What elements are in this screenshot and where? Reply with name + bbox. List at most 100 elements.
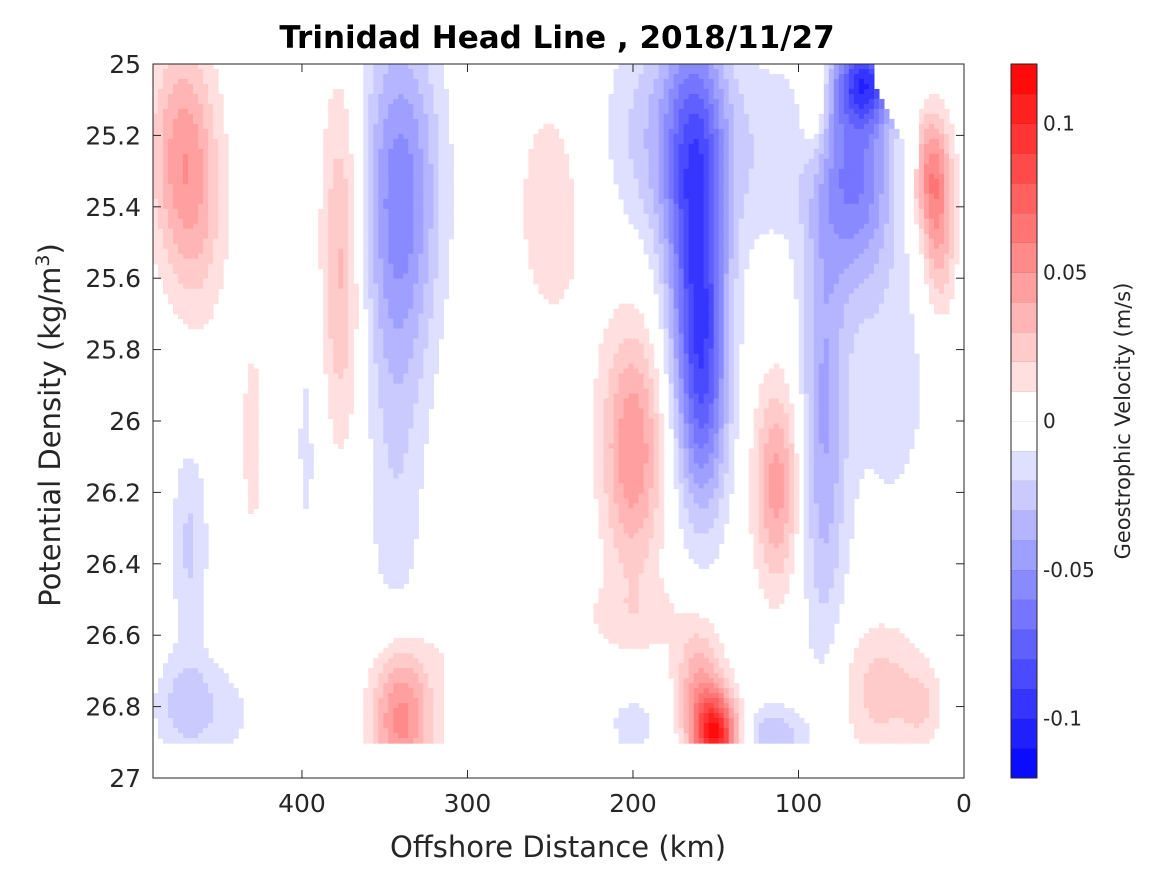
contour-cell xyxy=(553,133,560,140)
contour-cell xyxy=(873,303,880,310)
contour-cell xyxy=(718,98,725,105)
contour-cell xyxy=(938,193,945,200)
contour-cell xyxy=(743,143,750,150)
contour-cell xyxy=(218,203,224,210)
contour-cell xyxy=(678,158,685,165)
contour-cell xyxy=(543,238,550,245)
contour-cell xyxy=(628,218,635,225)
contour-cell xyxy=(618,143,625,150)
contour-cell xyxy=(523,218,530,225)
contour-cell xyxy=(413,168,419,175)
contour-cell xyxy=(658,98,665,105)
contour-cell xyxy=(728,308,735,315)
contour-cell xyxy=(718,303,725,310)
contour-cell xyxy=(203,133,209,140)
contour-cell xyxy=(943,143,950,150)
contour-cell xyxy=(763,218,770,225)
contour-cell xyxy=(843,148,850,155)
contour-cell xyxy=(608,318,615,325)
contour-cell xyxy=(643,98,650,105)
contour-cell xyxy=(823,83,830,90)
contour-cell xyxy=(943,303,950,310)
contour-cell xyxy=(678,68,685,75)
contour-cell xyxy=(408,188,414,195)
contour-cell xyxy=(163,208,169,215)
contour-cell xyxy=(733,263,740,270)
contour-cell xyxy=(188,243,194,250)
contour-cell xyxy=(668,188,675,195)
contour-cell xyxy=(368,78,374,85)
contour-cell xyxy=(198,283,204,290)
contour-cell xyxy=(888,138,895,145)
contour-cell xyxy=(223,173,229,180)
contour-cell xyxy=(748,218,755,225)
contour-cell xyxy=(428,158,434,165)
contour-cell xyxy=(398,108,404,115)
contour-cell xyxy=(163,123,169,130)
contour-cell xyxy=(368,298,374,305)
contour-cell xyxy=(368,173,374,180)
contour-cell xyxy=(443,108,449,115)
contour-cell xyxy=(863,93,870,100)
contour-cell xyxy=(833,128,840,135)
contour-cell xyxy=(953,158,960,165)
contour-cell xyxy=(828,113,835,120)
contour-cell xyxy=(733,178,740,185)
contour-cell xyxy=(873,308,880,315)
contour-cell xyxy=(833,178,840,185)
contour-cell xyxy=(843,208,850,215)
contour-cell xyxy=(713,64,720,70)
contour-cell xyxy=(193,138,199,145)
contour-cell xyxy=(428,78,434,85)
contour-cell xyxy=(663,298,670,305)
contour-cell xyxy=(438,213,444,220)
contour-cell xyxy=(823,273,830,280)
contour-cell xyxy=(703,143,710,150)
contour-cell xyxy=(393,163,399,170)
contour-cell xyxy=(618,113,625,120)
contour-cell xyxy=(798,293,805,300)
contour-cell xyxy=(853,248,860,255)
contour-cell xyxy=(728,278,735,285)
contour-cell xyxy=(713,128,720,135)
contour-cell xyxy=(713,208,720,215)
contour-cell xyxy=(778,133,785,140)
contour-cell xyxy=(323,223,329,230)
contour-cell xyxy=(923,118,930,125)
contour-cell xyxy=(443,233,449,240)
contour-cell xyxy=(413,218,419,225)
contour-cell xyxy=(663,188,670,195)
contour-cell xyxy=(538,178,545,185)
contour-cell xyxy=(438,203,444,210)
contour-cell xyxy=(913,183,920,190)
contour-cell xyxy=(813,238,820,245)
contour-cell xyxy=(803,173,810,180)
contour-cell xyxy=(673,208,680,215)
contour-cell xyxy=(853,278,860,285)
contour-cell xyxy=(748,98,755,105)
contour-cell xyxy=(363,278,369,285)
contour-cell xyxy=(223,163,229,170)
contour-cell xyxy=(193,108,199,115)
contour-cell xyxy=(338,238,344,245)
contour-cell xyxy=(818,223,825,230)
contour-cell xyxy=(643,148,650,155)
velocity-contour-field xyxy=(153,64,960,744)
contour-cell xyxy=(788,158,795,165)
contour-cell xyxy=(758,128,765,135)
contour-cell xyxy=(783,88,790,95)
contour-cell xyxy=(778,73,785,80)
contour-cell xyxy=(678,213,685,220)
contour-cell xyxy=(818,278,825,285)
contour-cell xyxy=(653,283,660,290)
contour-cell xyxy=(333,218,339,225)
contour-cell xyxy=(428,223,434,230)
contour-cell xyxy=(678,153,685,160)
contour-cell xyxy=(393,243,399,250)
contour-cell xyxy=(368,243,374,250)
contour-cell xyxy=(738,308,745,315)
contour-cell xyxy=(208,273,214,280)
contour-cell xyxy=(733,143,740,150)
contour-cell xyxy=(203,64,209,70)
contour-cell xyxy=(758,183,765,190)
